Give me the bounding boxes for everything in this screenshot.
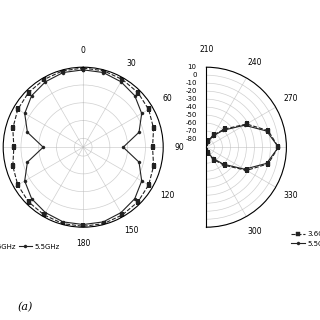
5.5GHz [61, 71, 65, 75]
5.5GHz [243, 167, 246, 171]
3.6GHz [61, 222, 65, 226]
5.5GHz [137, 130, 141, 134]
3.6GHz [204, 149, 208, 153]
3.6GHz [11, 126, 15, 130]
3.6GHz [61, 69, 65, 73]
3.6GHz [147, 108, 150, 111]
3.6GHz [12, 145, 16, 149]
5.5GHz [140, 179, 144, 183]
5.5GHz [243, 123, 246, 127]
3.6GHz [245, 122, 249, 126]
5.5GHz [61, 220, 65, 224]
Line: 5.5GHz: 5.5GHz [23, 68, 143, 226]
5.5GHz [204, 141, 208, 145]
Text: (a): (a) [18, 302, 33, 312]
3.6GHz [147, 183, 150, 187]
5.5GHz [26, 130, 29, 134]
3.6GHz [151, 145, 155, 149]
5.5GHz [204, 149, 208, 153]
Line: 5.5GHz: 5.5GHz [205, 124, 280, 171]
5.5GHz [133, 197, 137, 201]
3.6GHz [223, 164, 227, 167]
5.5GHz [206, 151, 210, 155]
3.6GHz [81, 224, 85, 228]
3.6GHz [120, 77, 124, 81]
5.5GHz [101, 71, 105, 75]
3.6GHz [136, 200, 140, 204]
5.5GHz [211, 134, 215, 138]
5.5GHz [23, 111, 27, 115]
3.6GHz [81, 66, 85, 70]
3.6GHz [245, 168, 249, 172]
3.6GHz [42, 77, 46, 81]
Legend: 3.6GHz, 5.5GHz: 3.6GHz, 5.5GHz [289, 228, 320, 249]
3.6GHz [266, 129, 270, 132]
5.5GHz [119, 211, 123, 214]
3.6GHz [16, 183, 20, 187]
3.6GHz [212, 133, 216, 137]
3.6GHz [223, 127, 227, 131]
3.6GHz [102, 69, 106, 73]
5.5GHz [44, 211, 47, 214]
5.5GHz [265, 129, 268, 133]
5.5GHz [140, 111, 144, 115]
5.5GHz [30, 197, 34, 201]
3.6GHz [16, 108, 20, 111]
3.6GHz [102, 222, 106, 226]
3.6GHz [212, 158, 216, 162]
3.6GHz [42, 213, 46, 217]
3.6GHz [11, 164, 15, 168]
5.5GHz [23, 179, 27, 183]
5.5GHz [30, 94, 34, 98]
3.6GHz [27, 200, 30, 204]
3.6GHz [206, 151, 210, 155]
5.5GHz [101, 220, 105, 224]
3.6GHz [276, 145, 280, 149]
5.5GHz [121, 145, 125, 149]
Line: 3.6GHz: 3.6GHz [11, 67, 155, 228]
3.6GHz [204, 141, 208, 145]
5.5GHz [221, 162, 225, 166]
Line: 3.6GHz: 3.6GHz [205, 123, 280, 172]
5.5GHz [44, 80, 47, 84]
5.5GHz [276, 145, 280, 149]
5.5GHz [137, 160, 141, 164]
3.6GHz [266, 162, 270, 166]
5.5GHz [81, 68, 85, 72]
3.6GHz [136, 91, 140, 94]
5.5GHz [81, 68, 85, 72]
5.5GHz [221, 128, 225, 132]
3.6GHz [120, 213, 124, 217]
3.6GHz [206, 139, 210, 143]
3.6GHz [81, 66, 85, 70]
3.6GHz [152, 126, 156, 130]
5.5GHz [81, 223, 85, 227]
5.5GHz [211, 156, 215, 160]
5.5GHz [26, 160, 29, 164]
5.5GHz [265, 161, 268, 165]
5.5GHz [119, 80, 123, 84]
5.5GHz [206, 140, 210, 144]
Legend: 3.6GHz, 5.5GHz: 3.6GHz, 5.5GHz [0, 241, 62, 252]
5.5GHz [41, 145, 45, 149]
3.6GHz [152, 164, 156, 168]
3.6GHz [27, 91, 30, 94]
5.5GHz [133, 94, 137, 98]
